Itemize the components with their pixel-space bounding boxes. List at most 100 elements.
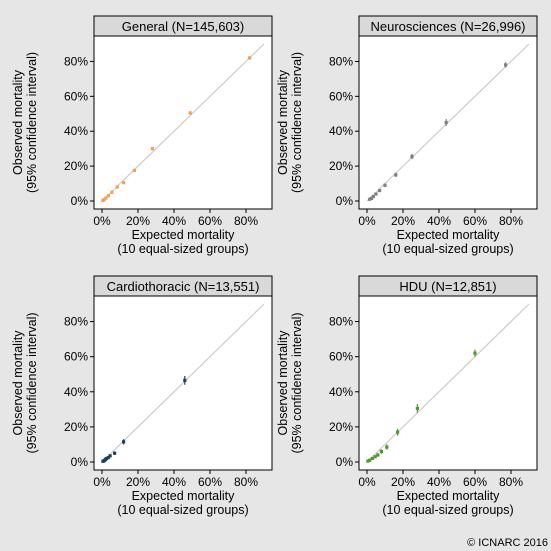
data-point — [106, 194, 111, 198]
x-tick-label: 80% — [499, 475, 523, 489]
data-point — [113, 451, 117, 455]
x-tick-label: 20% — [126, 214, 150, 228]
x-tick-label: 20% — [126, 475, 150, 489]
panel-title: General (N=145,603) — [122, 19, 245, 34]
x-tick-label: 40% — [427, 475, 451, 489]
y-axis-title: (95% confidence interval) — [290, 52, 304, 193]
y-axis-title: (95% confidence interval) — [25, 52, 39, 193]
x-tick-label: 80% — [234, 475, 258, 489]
data-point — [368, 197, 372, 201]
panel-title: Cardiothoracic (N=13,551) — [107, 279, 260, 294]
x-tick-label: 60% — [198, 475, 222, 489]
data-point — [410, 154, 414, 159]
data-point — [394, 173, 398, 177]
x-tick-label: 0% — [358, 214, 376, 228]
x-tick-label: 40% — [427, 214, 451, 228]
x-tick-label: 0% — [93, 475, 111, 489]
panel-title: Neurosciences (N=26,996) — [371, 19, 526, 34]
y-tick-label: 0% — [71, 194, 89, 208]
y-tick-label: 40% — [329, 124, 353, 138]
reference-line — [366, 303, 530, 463]
y-tick-label: 20% — [329, 159, 353, 173]
x-tick-label: 80% — [234, 214, 258, 228]
reference-line — [101, 43, 265, 202]
data-point — [396, 430, 400, 434]
data-point — [370, 456, 374, 461]
y-tick-label: 60% — [64, 89, 88, 103]
y-tick-label: 0% — [71, 455, 89, 469]
x-tick-label: 60% — [463, 475, 487, 489]
reference-line — [101, 303, 265, 463]
chart-panel: General (N=145,603) 0% 0% 20% 20% 40% 40% 60% 60… — [11, 15, 273, 256]
x-axis-title: (10 equal-sized groups) — [382, 503, 513, 517]
y-tick-label: 80% — [329, 54, 353, 68]
data-point — [122, 440, 126, 444]
data-point — [108, 454, 112, 458]
x-axis-title: Expected mortality — [397, 489, 501, 503]
data-point — [373, 455, 377, 459]
data-point — [248, 56, 252, 60]
chart-panel: HDU (N=12,851) 0% 0% 20% 20% 40% 40% 60% 60% 80% 8… — [276, 275, 538, 517]
data-point — [110, 190, 114, 194]
x-tick-label: 60% — [463, 214, 487, 228]
data-point — [473, 351, 477, 355]
data-point — [150, 147, 154, 151]
copyright-text: © ICNARC 2016 — [467, 537, 548, 549]
data-point — [132, 168, 136, 173]
x-axis-title: Expected mortality — [132, 489, 236, 503]
data-point — [104, 196, 108, 200]
data-point — [106, 456, 110, 460]
data-point — [115, 185, 119, 189]
data-point — [444, 120, 448, 125]
y-axis-title: Observed mortality — [276, 330, 290, 436]
data-point — [102, 198, 106, 202]
y-tick-label: 0% — [336, 455, 354, 469]
data-point — [188, 111, 192, 115]
y-tick-label: 0% — [336, 194, 354, 208]
y-tick-label: 60% — [329, 350, 353, 364]
y-tick-label: 60% — [329, 89, 353, 103]
data-point — [366, 459, 370, 463]
x-axis-title: (10 equal-sized groups) — [382, 242, 513, 256]
y-tick-label: 40% — [329, 385, 353, 399]
y-tick-label: 40% — [64, 385, 88, 399]
x-tick-label: 60% — [198, 214, 222, 228]
x-tick-label: 40% — [162, 214, 186, 228]
data-point — [378, 188, 382, 193]
data-point — [379, 449, 383, 454]
x-tick-label: 0% — [358, 475, 376, 489]
x-tick-label: 20% — [391, 475, 415, 489]
data-point — [383, 183, 387, 187]
y-tick-label: 20% — [64, 420, 88, 434]
data-point — [504, 63, 508, 67]
data-point — [376, 453, 380, 457]
y-axis-title: (95% confidence interval) — [290, 312, 304, 453]
reference-line — [366, 43, 530, 202]
x-axis-title: (10 equal-sized groups) — [117, 242, 248, 256]
x-tick-label: 80% — [499, 214, 523, 228]
y-tick-label: 80% — [64, 315, 88, 329]
y-axis-title: (95% confidence interval) — [25, 312, 39, 453]
x-tick-label: 0% — [93, 214, 111, 228]
data-point — [385, 445, 389, 449]
y-tick-label: 40% — [64, 124, 88, 138]
y-axis-title: Observed mortality — [11, 69, 25, 175]
y-tick-label: 80% — [64, 54, 88, 68]
data-point — [368, 458, 372, 462]
x-axis-title: Expected mortality — [132, 228, 236, 242]
y-tick-label: 60% — [64, 350, 88, 364]
data-point — [374, 192, 378, 196]
panel-title: HDU (N=12,851) — [399, 279, 496, 294]
y-tick-label: 20% — [64, 159, 88, 173]
data-point — [415, 406, 419, 411]
data-point — [183, 378, 187, 382]
x-axis-title: Expected mortality — [397, 228, 501, 242]
x-tick-label: 20% — [391, 214, 415, 228]
y-tick-label: 80% — [329, 315, 353, 329]
data-point — [369, 196, 374, 200]
x-tick-label: 40% — [162, 475, 186, 489]
y-axis-title: Observed mortality — [11, 330, 25, 436]
data-point — [104, 456, 109, 461]
x-axis-title: (10 equal-sized groups) — [117, 503, 248, 517]
